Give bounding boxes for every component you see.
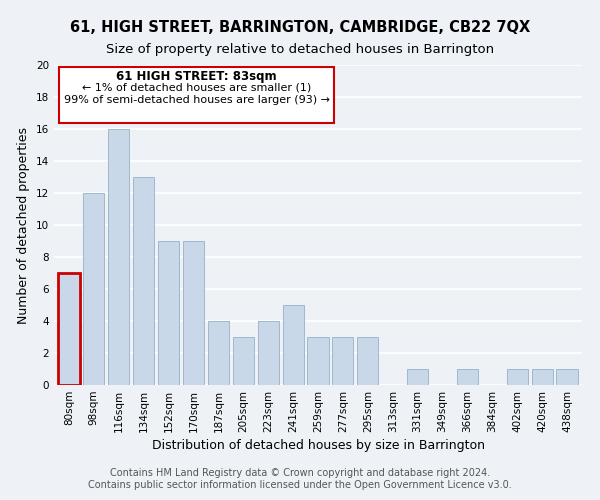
Bar — [332, 337, 353, 385]
Bar — [183, 241, 204, 385]
Bar — [506, 369, 528, 385]
X-axis label: Distribution of detached houses by size in Barrington: Distribution of detached houses by size … — [151, 439, 485, 452]
Text: 61 HIGH STREET: 83sqm: 61 HIGH STREET: 83sqm — [116, 70, 277, 83]
Bar — [532, 369, 553, 385]
Bar — [257, 321, 279, 385]
Bar — [357, 337, 379, 385]
Bar — [108, 129, 130, 385]
Bar — [457, 369, 478, 385]
Bar — [58, 273, 80, 385]
Bar — [133, 177, 154, 385]
Text: Size of property relative to detached houses in Barrington: Size of property relative to detached ho… — [106, 42, 494, 56]
Bar — [307, 337, 329, 385]
Bar — [283, 305, 304, 385]
Bar — [158, 241, 179, 385]
Text: 61, HIGH STREET, BARRINGTON, CAMBRIDGE, CB22 7QX: 61, HIGH STREET, BARRINGTON, CAMBRIDGE, … — [70, 20, 530, 35]
Text: ← 1% of detached houses are smaller (1): ← 1% of detached houses are smaller (1) — [82, 82, 311, 92]
Text: 99% of semi-detached houses are larger (93) →: 99% of semi-detached houses are larger (… — [64, 96, 329, 106]
Bar — [83, 193, 104, 385]
Y-axis label: Number of detached properties: Number of detached properties — [17, 126, 31, 324]
Bar — [233, 337, 254, 385]
Bar — [208, 321, 229, 385]
Bar — [556, 369, 578, 385]
Text: Contains public sector information licensed under the Open Government Licence v3: Contains public sector information licen… — [88, 480, 512, 490]
FancyBboxPatch shape — [59, 66, 334, 122]
Text: Contains HM Land Registry data © Crown copyright and database right 2024.: Contains HM Land Registry data © Crown c… — [110, 468, 490, 477]
Bar — [407, 369, 428, 385]
